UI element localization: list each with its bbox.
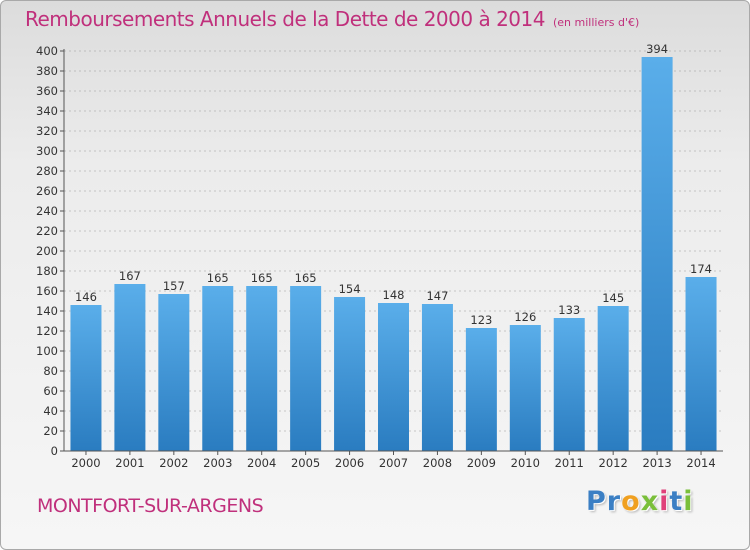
bar xyxy=(553,318,585,451)
bar xyxy=(597,306,629,451)
data-labels: 146 167 157 165 165 165 154 148 147 123 126 133 145 3… xyxy=(75,42,712,327)
x-tick-label: 2005 xyxy=(291,456,320,470)
data-label: 148 xyxy=(383,288,405,302)
data-label: 145 xyxy=(602,291,624,305)
y-tick-label: 300 xyxy=(36,144,58,158)
logo-letter: P xyxy=(586,486,607,517)
y-tick-label: 380 xyxy=(36,64,58,78)
x-tick-label: 2013 xyxy=(642,456,671,470)
logo-letter: i xyxy=(683,486,694,517)
data-label: 174 xyxy=(690,262,712,276)
place-name: MONTFORT-SUR-ARGENS xyxy=(37,495,264,517)
y-tick-label: 200 xyxy=(36,244,58,258)
x-tick-label: 2006 xyxy=(335,456,364,470)
bar xyxy=(70,305,102,451)
data-label: 165 xyxy=(251,271,273,285)
y-tick-label: 280 xyxy=(36,164,58,178)
x-tick-label: 2012 xyxy=(599,456,628,470)
chart-title: Remboursements Annuels de la Dette de 20… xyxy=(25,7,545,31)
data-label: 147 xyxy=(426,289,448,303)
bar xyxy=(685,277,717,451)
logo-letter: r xyxy=(606,486,622,517)
x-tick-label: 2003 xyxy=(203,456,232,470)
logo-letter: x xyxy=(640,486,660,517)
y-axis: 0 20 40 60 80 100 120 140 160 180 200 220 240 260 280 3… xyxy=(36,44,65,458)
y-tick-label: 80 xyxy=(43,364,58,378)
bar xyxy=(465,328,497,451)
x-tick-label: 2004 xyxy=(247,456,276,470)
chart-title-block: Remboursements Annuels de la Dette de 20… xyxy=(25,7,639,31)
x-tick-label: 2002 xyxy=(159,456,188,470)
y-tick-label: 0 xyxy=(51,444,58,458)
logo-letter: i xyxy=(659,486,670,517)
bar xyxy=(158,294,190,451)
bar xyxy=(202,286,234,451)
y-tick-label: 140 xyxy=(36,304,58,318)
y-tick-label: 360 xyxy=(36,84,58,98)
data-label: 123 xyxy=(470,313,492,327)
data-label: 157 xyxy=(163,279,185,293)
y-tick-label: 240 xyxy=(36,204,58,218)
y-tick-label: 60 xyxy=(43,384,58,398)
x-tick-label: 2000 xyxy=(71,456,100,470)
data-label: 165 xyxy=(295,271,317,285)
y-tick-label: 340 xyxy=(36,104,58,118)
data-label: 167 xyxy=(119,269,141,283)
data-label: 154 xyxy=(339,282,361,296)
x-tick-label: 2008 xyxy=(423,456,452,470)
bar xyxy=(641,57,673,451)
data-label: 146 xyxy=(75,290,97,304)
y-tick-label: 320 xyxy=(36,124,58,138)
y-tick-label: 100 xyxy=(36,344,58,358)
bar xyxy=(290,286,322,451)
data-label: 133 xyxy=(558,303,580,317)
x-axis: 2000 2001 2002 2003 2004 2005 2006 2007 2008 2009… xyxy=(64,450,723,470)
data-label: 165 xyxy=(207,271,229,285)
y-tick-label: 400 xyxy=(36,44,58,58)
bar xyxy=(378,303,409,451)
chart-unit: (en milliers d'€) xyxy=(552,16,640,29)
x-tick-label: 2011 xyxy=(555,456,584,470)
bar xyxy=(114,284,146,451)
logo-letter: o xyxy=(621,486,641,517)
y-tick-label: 120 xyxy=(36,324,58,338)
y-tick-label: 20 xyxy=(43,424,58,438)
y-tick-label: 260 xyxy=(36,184,58,198)
x-tick-label: 2010 xyxy=(511,456,540,470)
y-tick-label: 220 xyxy=(36,224,58,238)
bar xyxy=(509,325,541,451)
bar xyxy=(334,297,366,451)
y-tick-label: 180 xyxy=(36,264,58,278)
x-tick-label: 2014 xyxy=(686,456,715,470)
x-tick-label: 2007 xyxy=(379,456,408,470)
logo-letter: t xyxy=(669,486,684,517)
proxiti-logo: Proxiti xyxy=(586,486,694,517)
data-label: 126 xyxy=(514,310,536,324)
data-label: 394 xyxy=(646,42,668,56)
y-tick-label: 160 xyxy=(36,284,58,298)
y-tick-label: 40 xyxy=(43,404,58,418)
bar xyxy=(246,286,278,451)
bars xyxy=(70,57,717,451)
bar xyxy=(421,304,453,451)
x-tick-label: 2009 xyxy=(467,456,496,470)
x-tick-label: 2001 xyxy=(115,456,144,470)
